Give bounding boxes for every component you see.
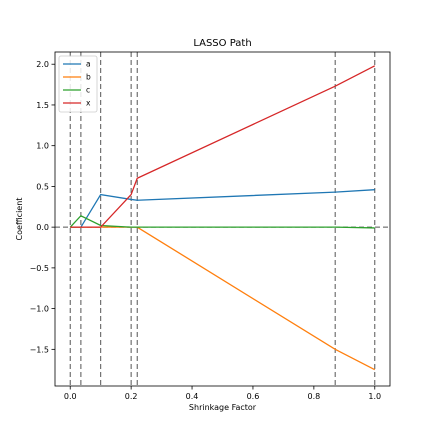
legend-box <box>58 55 98 113</box>
series-line-c <box>69 214 375 229</box>
x-axis-label: Shrinkage Factor <box>189 403 257 412</box>
chart-title: LASSO Path <box>193 38 251 49</box>
x-tick-label-3: 0.6 <box>247 392 260 401</box>
y-tick-label-6: −1.0 <box>30 305 49 314</box>
legend-label-b: b <box>86 73 91 82</box>
y-tick-label-7: −1.5 <box>30 345 49 354</box>
legend-label-x: x <box>86 99 91 108</box>
y-tick-label-2: 1.0 <box>36 142 49 151</box>
x-tick-label-0: 0.0 <box>64 392 77 401</box>
tick-layer: 0.0 0.2 0.4 0.6 0.8 1.0 2.0 1.5 1.0 0.5 0.0 −0.5 −1.… <box>30 60 382 401</box>
plot-layer <box>55 52 390 386</box>
y-axis-label: Coefficient <box>15 198 24 241</box>
y-tick-label-0: 2.0 <box>36 60 49 69</box>
x-tick-label-5: 1.0 <box>368 392 381 401</box>
plot-frame <box>54 51 391 387</box>
x-tick-label-1: 0.2 <box>125 392 138 401</box>
y-tick-label-4: 0.0 <box>36 223 49 232</box>
legend-label-c: c <box>86 86 90 95</box>
y-tick-label-5: −0.5 <box>30 264 49 273</box>
legend-label-a: a <box>86 60 91 69</box>
series-line-x <box>70 65 376 228</box>
x-tick-label-2: 0.4 <box>186 392 199 401</box>
x-tick-label-4: 0.8 <box>307 392 320 401</box>
y-tick-label-3: 0.5 <box>36 182 49 191</box>
y-tick-label-1: 1.5 <box>36 101 49 110</box>
